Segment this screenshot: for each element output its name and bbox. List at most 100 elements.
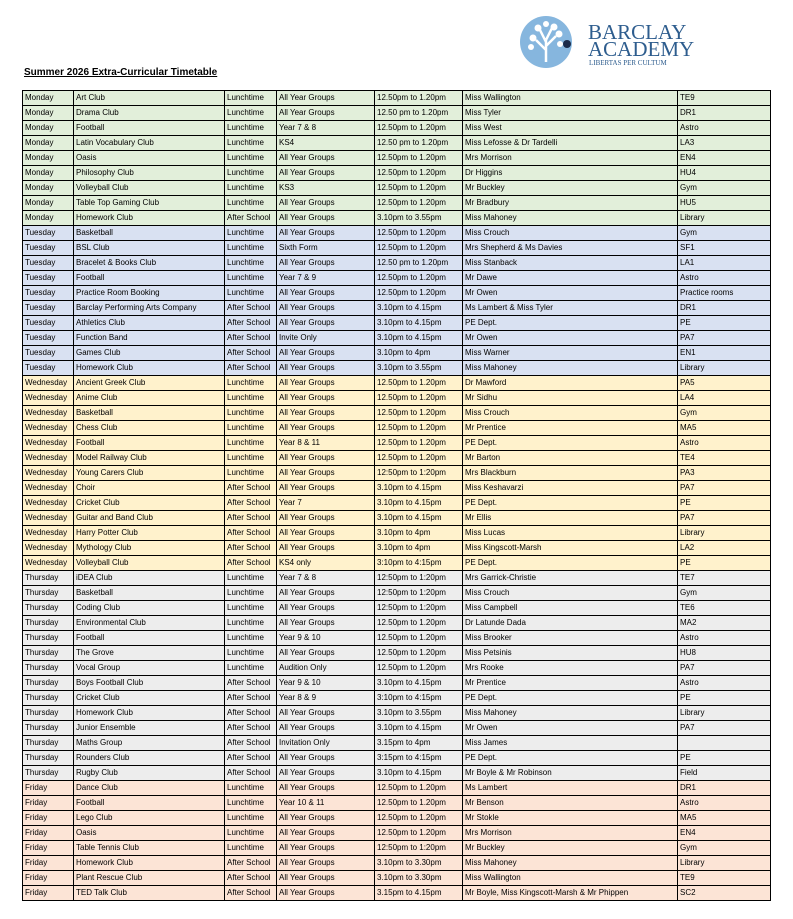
- time-cell: 3:15pm to 4:15pm: [374, 750, 463, 766]
- table-row: Tuesday Games Club After School All Year Gr…: [22, 345, 771, 361]
- staff-cell: Mr Buckley: [462, 180, 678, 196]
- table-row: Thursday Homework Club After School All Yea…: [22, 705, 771, 721]
- day-cell: Friday: [22, 825, 74, 841]
- staff-cell: Miss Lefosse & Dr Tardelli: [462, 135, 678, 151]
- room-cell: EN4: [677, 825, 771, 841]
- activity-cell: Volleyball Club: [73, 555, 225, 571]
- staff-cell: Mr Owen: [462, 720, 678, 736]
- activity-cell: Football: [73, 270, 225, 286]
- time-cell: 12.50pm to 1.20pm: [374, 660, 463, 676]
- day-cell: Monday: [22, 195, 74, 211]
- room-cell: Gym: [677, 840, 771, 856]
- year-groups-cell: Sixth Form: [276, 240, 375, 256]
- time-slot-cell: Lunchtime: [224, 660, 277, 676]
- table-row: Tuesday Bracelet & Books Club Lunchtime All…: [22, 255, 771, 271]
- room-cell: Astro: [677, 675, 771, 691]
- staff-cell: Mr Owen: [462, 285, 678, 301]
- table-row: Monday Volleyball Club Lunchtime KS3 12.50pm…: [22, 180, 771, 196]
- time-cell: 12.50pm to 1.20pm: [374, 780, 463, 796]
- day-cell: Friday: [22, 855, 74, 871]
- time-slot-cell: Lunchtime: [224, 120, 277, 136]
- day-cell: Tuesday: [22, 240, 74, 256]
- day-cell: Monday: [22, 150, 74, 166]
- time-cell: 3.10pm to 4.15pm: [374, 315, 463, 331]
- year-groups-cell: All Year Groups: [276, 615, 375, 631]
- time-cell: 3:10pm to 4:15pm: [374, 690, 463, 706]
- time-cell: 3.15pm to 4pm: [374, 735, 463, 751]
- table-row: Wednesday Basketball Lunchtime All Year Gro…: [22, 405, 771, 421]
- activity-cell: Homework Club: [73, 855, 225, 871]
- staff-cell: PE Dept.: [462, 435, 678, 451]
- year-groups-cell: KS4: [276, 135, 375, 151]
- table-row: Wednesday Young Carers Club Lunchtime All Y…: [22, 465, 771, 481]
- table-row: Thursday Cricket Club After School Year 8 &…: [22, 690, 771, 706]
- room-cell: Library: [677, 855, 771, 871]
- room-cell: Gym: [677, 225, 771, 241]
- table-row: Tuesday Basketball Lunchtime All Year Group…: [22, 225, 771, 241]
- room-cell: PA7: [677, 720, 771, 736]
- day-cell: Wednesday: [22, 375, 74, 391]
- day-cell: Wednesday: [22, 435, 74, 451]
- time-slot-cell: Lunchtime: [224, 795, 277, 811]
- time-cell: 12:50pm to 1:20pm: [374, 570, 463, 586]
- time-cell: 3.10pm to 4pm: [374, 525, 463, 541]
- staff-cell: Miss Wallington: [462, 870, 678, 886]
- table-row: Wednesday Harry Potter Club After School Al…: [22, 525, 771, 541]
- time-cell: 12.50pm to 1.20pm: [374, 795, 463, 811]
- year-groups-cell: All Year Groups: [276, 210, 375, 226]
- time-slot-cell: Lunchtime: [224, 840, 277, 856]
- room-cell: PA5: [677, 375, 771, 391]
- time-slot-cell: Lunchtime: [224, 810, 277, 826]
- table-row: Thursday Vocal Group Lunchtime Audition Onl…: [22, 660, 771, 676]
- room-cell: Library: [677, 705, 771, 721]
- year-groups-cell: All Year Groups: [276, 390, 375, 406]
- staff-cell: Mr Buckley: [462, 840, 678, 856]
- day-cell: Wednesday: [22, 495, 74, 511]
- day-cell: Thursday: [22, 585, 74, 601]
- year-groups-cell: All Year Groups: [276, 645, 375, 661]
- time-slot-cell: Lunchtime: [224, 435, 277, 451]
- time-slot-cell: After School: [224, 885, 277, 901]
- time-cell: 12.50 pm to 1.20pm: [374, 105, 463, 121]
- staff-cell: Miss Wallington: [462, 90, 678, 106]
- activity-cell: Young Carers Club: [73, 465, 225, 481]
- year-groups-cell: All Year Groups: [276, 525, 375, 541]
- staff-cell: Miss Mahoney: [462, 360, 678, 376]
- table-row: Monday Philosophy Club Lunchtime All Year G…: [22, 165, 771, 181]
- activity-cell: Games Club: [73, 345, 225, 361]
- day-cell: Tuesday: [22, 225, 74, 241]
- activity-cell: Latin Vocabulary Club: [73, 135, 225, 151]
- time-slot-cell: Lunchtime: [224, 195, 277, 211]
- year-groups-cell: All Year Groups: [276, 90, 375, 106]
- time-slot-cell: Lunchtime: [224, 570, 277, 586]
- activity-cell: Dance Club: [73, 780, 225, 796]
- time-slot-cell: Lunchtime: [224, 105, 277, 121]
- activity-cell: Philosophy Club: [73, 165, 225, 181]
- time-slot-cell: After School: [224, 330, 277, 346]
- activity-cell: Ancient Greek Club: [73, 375, 225, 391]
- year-groups-cell: All Year Groups: [276, 885, 375, 901]
- room-cell: PE: [677, 690, 771, 706]
- year-groups-cell: All Year Groups: [276, 165, 375, 181]
- time-slot-cell: After School: [224, 345, 277, 361]
- year-groups-cell: All Year Groups: [276, 360, 375, 376]
- room-cell: Gym: [677, 180, 771, 196]
- time-slot-cell: Lunchtime: [224, 165, 277, 181]
- staff-cell: Mrs Shepherd & Ms Davies: [462, 240, 678, 256]
- day-cell: Monday: [22, 120, 74, 136]
- day-cell: Wednesday: [22, 420, 74, 436]
- day-cell: Tuesday: [22, 285, 74, 301]
- time-slot-cell: Lunchtime: [224, 180, 277, 196]
- table-row: Wednesday Guitar and Band Club After Schoo…: [22, 510, 771, 526]
- year-groups-cell: All Year Groups: [276, 600, 375, 616]
- time-cell: 3.10pm to 4.15pm: [374, 480, 463, 496]
- day-cell: Tuesday: [22, 300, 74, 316]
- time-slot-cell: After School: [224, 210, 277, 226]
- year-groups-cell: Year 8 & 11: [276, 435, 375, 451]
- activity-cell: Football: [73, 795, 225, 811]
- staff-cell: Mr Boyle & Mr Robinson: [462, 765, 678, 781]
- timetable: Monday Art Club Lunchtime All Year Groups 12…: [22, 90, 771, 901]
- day-cell: Thursday: [22, 750, 74, 766]
- day-cell: Monday: [22, 90, 74, 106]
